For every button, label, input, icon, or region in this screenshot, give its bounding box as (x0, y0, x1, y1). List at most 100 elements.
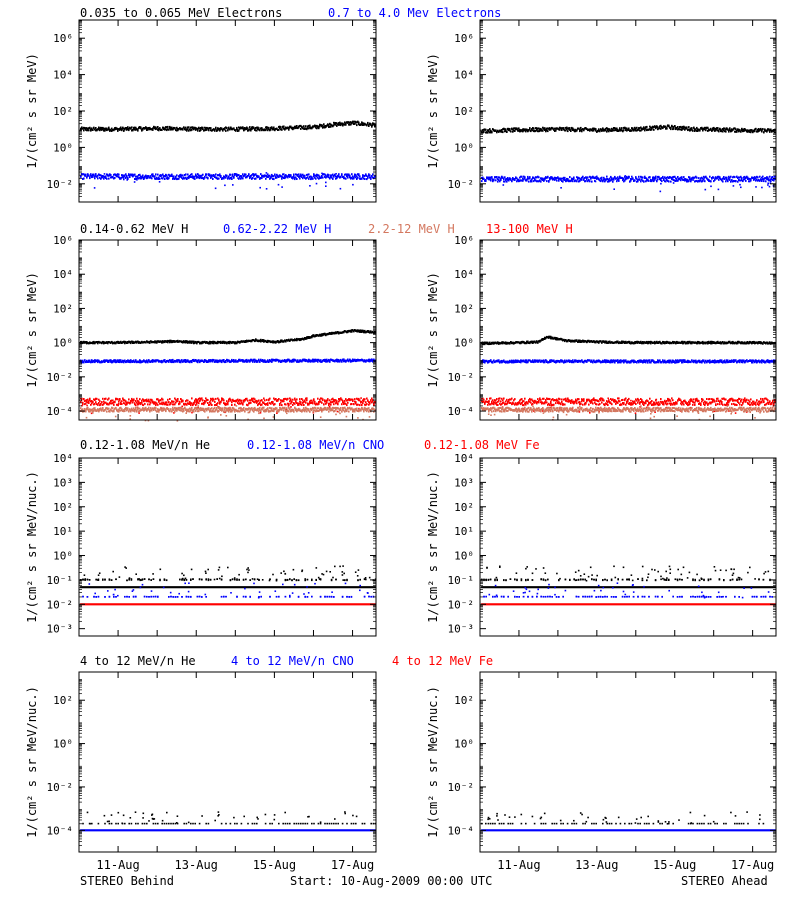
data-point (328, 402, 330, 405)
data-point (347, 399, 349, 402)
data-point (286, 127, 288, 130)
data-point (750, 178, 752, 181)
data-point (205, 129, 207, 131)
data-point (131, 399, 133, 402)
data-point (303, 338, 305, 341)
data-point (281, 399, 283, 402)
data-point (347, 121, 349, 124)
data-point (368, 125, 370, 127)
data-point (155, 401, 157, 404)
data-point (206, 407, 208, 410)
data-point (524, 129, 526, 132)
data-point (689, 178, 691, 181)
data-point (642, 176, 644, 179)
y-tick-label: 10⁰ (53, 141, 73, 154)
data-point (143, 399, 145, 402)
data-point (212, 410, 214, 413)
data-point (137, 129, 139, 132)
data-point (206, 341, 208, 344)
data-point (224, 176, 226, 179)
data-point (306, 176, 308, 179)
data-point (718, 130, 720, 133)
data-point (158, 399, 160, 402)
data-point (169, 409, 171, 412)
data-point (715, 129, 717, 132)
data-point (749, 177, 751, 180)
data-point (665, 180, 667, 183)
data-point (161, 128, 163, 131)
data-point (256, 360, 258, 363)
data-point (584, 127, 586, 130)
outlier-point (761, 186, 763, 189)
data-point (709, 175, 711, 178)
data-point (579, 128, 581, 131)
data-point (527, 130, 529, 133)
data-point (222, 359, 224, 362)
data-point (311, 335, 313, 338)
data-point (207, 402, 209, 404)
data-point (365, 123, 367, 126)
data-point (104, 359, 106, 362)
data-point (126, 403, 128, 405)
data-point (272, 178, 274, 180)
data-point (339, 399, 341, 402)
data-point (518, 180, 520, 183)
data-point (115, 397, 117, 400)
data-point (721, 129, 723, 132)
data-point (102, 176, 104, 178)
data-point (234, 173, 236, 175)
data-point (372, 360, 374, 363)
data-point (593, 176, 595, 179)
data-point (232, 398, 234, 401)
data-point (766, 130, 768, 133)
data-point (578, 127, 580, 130)
data-point (315, 403, 317, 406)
data-point (118, 400, 120, 403)
data-point (253, 410, 255, 413)
data-point (248, 129, 250, 132)
data-point (167, 403, 169, 406)
outlier-point (93, 187, 96, 189)
data-point (267, 339, 269, 342)
data-point (106, 127, 108, 130)
data-point (359, 404, 361, 407)
data-point (321, 334, 323, 337)
data-point (498, 179, 500, 181)
data-point (511, 180, 513, 183)
data-point (101, 409, 103, 412)
data-point (231, 409, 233, 412)
data-point (91, 128, 93, 131)
data-point (95, 409, 97, 412)
data-point (340, 176, 342, 179)
data-point (703, 175, 705, 178)
data-point (240, 359, 242, 362)
data-point (374, 330, 376, 333)
data-point (321, 360, 323, 363)
data-point (103, 402, 105, 405)
data-point (97, 174, 99, 177)
data-point (702, 179, 704, 182)
data-point (331, 174, 333, 177)
data-point (195, 173, 197, 176)
data-point (138, 341, 140, 344)
data-point (147, 400, 149, 403)
data-point (285, 403, 287, 406)
data-point (695, 128, 697, 131)
data-point (318, 334, 320, 337)
data-point (250, 129, 252, 132)
data-point (508, 179, 510, 182)
data-point (562, 127, 564, 130)
data-point (128, 398, 130, 401)
data-point (181, 359, 183, 362)
data-point (504, 176, 506, 179)
data-point (556, 179, 558, 182)
data-point (242, 127, 244, 130)
data-point (260, 399, 262, 402)
data-point (196, 341, 198, 344)
data-point (127, 126, 129, 129)
data-point (130, 341, 132, 344)
data-point (340, 358, 342, 361)
data-point (350, 403, 352, 406)
data-point (131, 129, 133, 132)
data-point (575, 179, 577, 182)
